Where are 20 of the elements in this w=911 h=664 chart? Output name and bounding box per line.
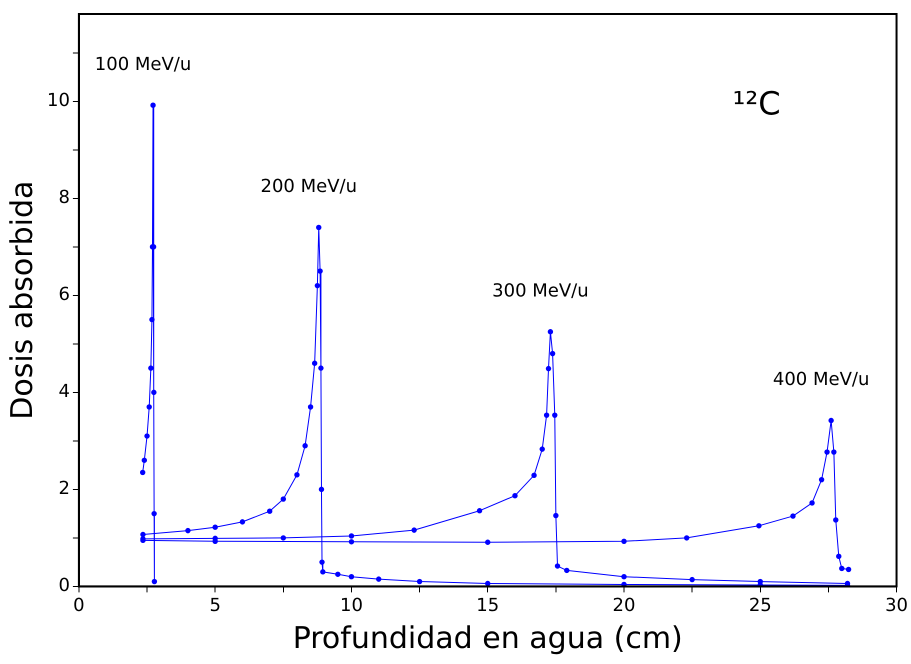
y-tick-label: 2 xyxy=(58,478,70,500)
text: 100 MeV/u xyxy=(94,54,192,75)
text: 300 MeV/u xyxy=(492,280,589,302)
y-tick-label: 10 xyxy=(47,90,70,111)
y-tick-label: 0 xyxy=(58,575,70,596)
x-axis-title: Profundidad en agua (cm) xyxy=(292,620,683,656)
x-tick-label: 0 xyxy=(73,594,85,616)
x-tick-label: 10 xyxy=(340,594,363,616)
text: 400 MeV/u xyxy=(772,369,870,390)
annotation: ¹²C xyxy=(732,84,781,122)
x-tick-label: 15 xyxy=(476,594,500,616)
x-tick-label: 5 xyxy=(209,594,221,616)
y-axis-title: Dosis absorbida xyxy=(4,180,40,420)
text: 200 MeV/u xyxy=(260,176,357,198)
y-tick-label: 6 xyxy=(58,284,70,306)
x-tick-label: 30 xyxy=(885,594,908,616)
x-tick-label: 20 xyxy=(612,594,636,616)
x-tick-label: 25 xyxy=(748,594,772,616)
y-tick-label: 8 xyxy=(58,187,70,208)
y-tick-label: 4 xyxy=(58,381,70,402)
